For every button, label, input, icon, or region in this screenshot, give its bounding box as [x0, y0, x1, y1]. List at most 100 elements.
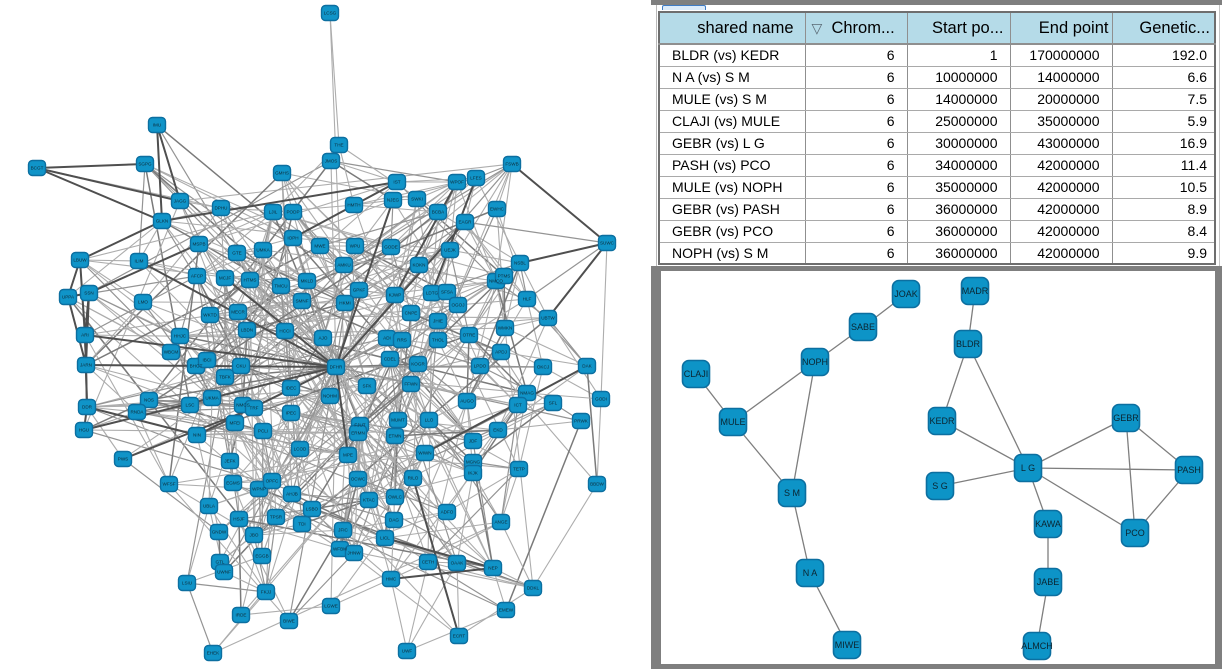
svg-text:DDR: DDR — [82, 405, 93, 410]
svg-text:NMCO: NMCO — [489, 279, 503, 284]
svg-text:AMKU: AMKU — [337, 263, 350, 268]
svg-text:HHJC: HHJC — [174, 334, 187, 339]
svg-text:ARI: ARI — [81, 333, 89, 338]
svg-text:KTAC: KTAC — [363, 498, 376, 503]
svg-text:L G: L G — [1021, 463, 1035, 473]
svg-text:LGWE: LGWE — [324, 604, 338, 609]
svg-text:AJO: AJO — [319, 336, 328, 341]
svg-text:LLO: LLO — [425, 418, 434, 423]
svg-text:WFBM: WFBM — [333, 547, 347, 552]
svg-text:SUWC: SUWC — [600, 241, 615, 246]
svg-text:JMOS: JMOS — [325, 159, 338, 164]
svg-text:EMEW: EMEW — [499, 608, 514, 613]
svg-text:PWS: PWS — [118, 457, 128, 462]
svg-text:IRDE: IRDE — [236, 613, 247, 618]
svg-text:KAWA: KAWA — [1035, 519, 1061, 529]
svg-text:GNDW: GNDW — [212, 530, 227, 535]
svg-text:THE: THE — [334, 143, 343, 148]
svg-text:GODE: GODE — [384, 245, 398, 250]
svg-text:BHGT: BHGT — [190, 364, 203, 369]
svg-text:EGMS: EGMS — [226, 481, 240, 486]
svg-text:PRWK: PRWK — [574, 419, 589, 424]
svg-text:MSPB: MSPB — [192, 242, 205, 247]
svg-text:IBCI: IBCI — [203, 358, 212, 363]
svg-text:JOAK: JOAK — [894, 289, 918, 299]
svg-text:ILIM: ILIM — [135, 259, 144, 264]
svg-text:OKCJ: OKCJ — [537, 365, 549, 370]
svg-text:GLKN: GLKN — [156, 219, 169, 224]
svg-text:IKJK: IKJK — [468, 471, 479, 476]
svg-text:CKU: CKU — [236, 364, 246, 369]
svg-text:FFWN: FFWN — [404, 382, 417, 387]
svg-text:IOPH: IOPH — [287, 236, 298, 241]
svg-text:JABE: JABE — [1037, 577, 1060, 587]
svg-text:DDKL: DDKL — [527, 586, 540, 591]
svg-text:BCGT: BCGT — [31, 166, 44, 171]
svg-text:GEBR: GEBR — [1113, 413, 1139, 423]
svg-text:KOGR: KOGR — [411, 362, 425, 367]
svg-text:RNDA: RNDA — [130, 410, 144, 415]
svg-text:JAGG: JAGG — [174, 199, 187, 204]
svg-text:KJWP: KJWP — [389, 293, 402, 298]
svg-text:SSN: SSN — [84, 291, 93, 296]
svg-text:UKMA: UKMA — [205, 396, 219, 401]
svg-text:WPNP: WPNP — [252, 487, 266, 492]
svg-text:WPU: WPU — [350, 244, 361, 249]
svg-text:NOHM: NOHM — [323, 394, 337, 399]
svg-text:JEFK: JEFK — [224, 459, 236, 464]
svg-text:IDEC: IDEC — [286, 386, 298, 391]
svg-text:EGGB: EGGB — [255, 554, 268, 559]
svg-text:DFHR: DFHR — [330, 365, 343, 370]
svg-text:GTL: GTL — [216, 560, 225, 565]
svg-text:MKLD: MKLD — [301, 279, 314, 284]
svg-text:WKTD: WKTD — [203, 313, 217, 318]
svg-text:LPDO: LPDO — [474, 364, 487, 369]
svg-text:GODI: GODI — [595, 397, 607, 402]
svg-text:LBUW: LBUW — [73, 258, 87, 263]
svg-text:NMCS: NMCS — [236, 403, 250, 408]
svg-text:OGOJ: OGOJ — [451, 303, 464, 308]
svg-text:HGU: HGU — [79, 428, 89, 433]
svg-text:DAK: DAK — [582, 364, 592, 369]
svg-text:LICL: LICL — [380, 536, 390, 541]
svg-text:DAG: DAG — [389, 518, 399, 523]
svg-text:PCO: PCO — [1125, 528, 1145, 538]
svg-text:CNPE: CNPE — [405, 311, 418, 316]
svg-text:NSBL: NSBL — [514, 261, 526, 266]
svg-text:S G: S G — [932, 481, 948, 491]
svg-text:EAGR: EAGR — [458, 220, 472, 225]
svg-text:HSJF: HSJF — [233, 517, 245, 522]
svg-text:IMU: IMU — [153, 123, 161, 128]
svg-text:JHNW: JHNW — [347, 551, 361, 556]
svg-text:LBDN: LBDN — [241, 328, 253, 333]
svg-text:TPSR: TPSR — [270, 515, 283, 520]
svg-text:PASH: PASH — [1177, 465, 1201, 475]
svg-text:SFL: SFL — [549, 401, 558, 406]
svg-text:CDEL: CDEL — [384, 357, 397, 362]
svg-text:OAAK: OAAK — [451, 561, 465, 566]
svg-text:WPOF: WPOF — [450, 180, 464, 185]
svg-text:WMKN: WMKN — [498, 326, 513, 331]
svg-text:JBO: JBO — [250, 533, 259, 538]
svg-text:MADR: MADR — [962, 286, 989, 296]
svg-text:TBFK: TBFK — [219, 375, 232, 380]
svg-text:MECR: MECR — [231, 310, 245, 315]
svg-text:PCLI: PCLI — [258, 429, 268, 434]
svg-text:WFSF: WFSF — [162, 482, 175, 487]
svg-text:GMHS: GMHS — [275, 171, 289, 176]
svg-text:MUMT: MUMT — [391, 418, 405, 423]
svg-text:TDI: TDI — [298, 522, 305, 527]
svg-text:WIWN: WIWN — [418, 451, 431, 456]
svg-text:RILO: RILO — [408, 476, 419, 481]
svg-text:UMKA: UMKA — [256, 248, 270, 253]
svg-text:LSIU: LSIU — [182, 581, 192, 586]
svg-text:JARN: JARN — [80, 363, 92, 368]
svg-text:EHEK: EHEK — [207, 651, 220, 656]
svg-text:JHIE: JHIE — [433, 319, 443, 324]
svg-text:LCOD: LCOD — [294, 447, 307, 452]
svg-text:MGNG: MGNG — [466, 460, 481, 465]
svg-text:SFSA: SFSA — [441, 290, 454, 295]
svg-text:CETH: CETH — [422, 560, 435, 565]
svg-text:SGPG: SGPG — [138, 162, 152, 167]
svg-text:LMO: LMO — [138, 300, 148, 305]
